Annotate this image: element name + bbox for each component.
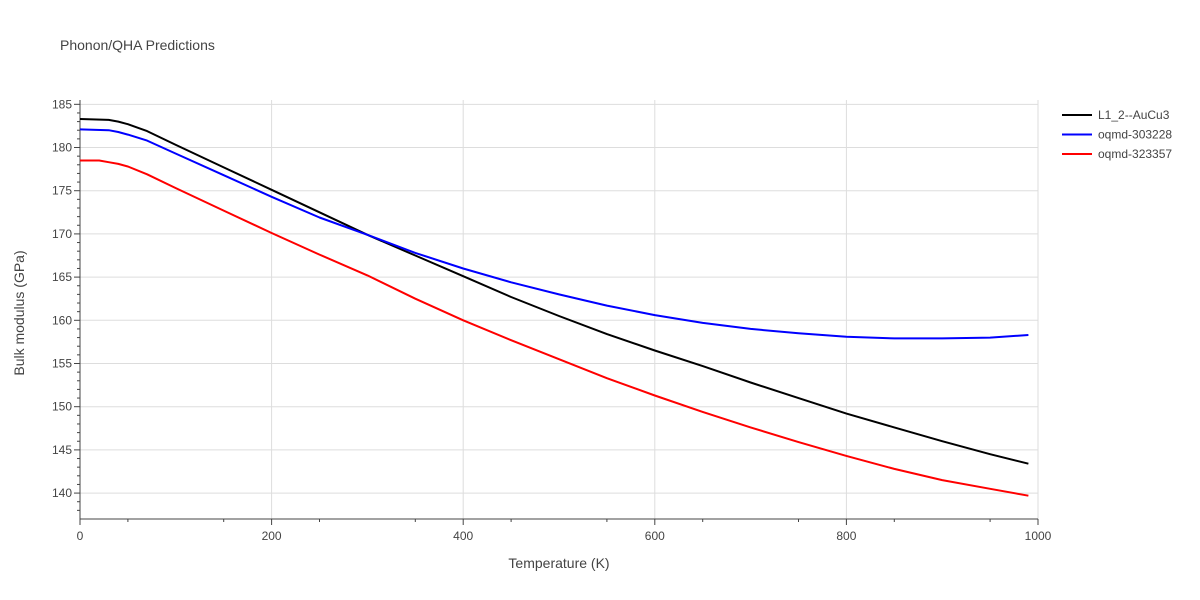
series-line-oqmd-323357 xyxy=(80,159,1029,497)
y-tick-label: 145 xyxy=(52,443,72,457)
y-tick-label: 150 xyxy=(52,400,72,414)
y-tick-label: 165 xyxy=(52,270,72,284)
x-tick-label: 200 xyxy=(262,529,282,543)
x-tick-label: 400 xyxy=(453,529,473,543)
legend-label: oqmd-303228 xyxy=(1098,128,1172,142)
y-tick-label: 185 xyxy=(52,97,72,111)
y-tick-label: 180 xyxy=(52,141,72,155)
y-axis-title: Bulk modulus (GPa) xyxy=(11,250,27,375)
legend-label: oqmd-323357 xyxy=(1098,147,1172,161)
y-tick-label: 140 xyxy=(52,486,72,500)
y-tick-label: 160 xyxy=(52,313,72,327)
series-line-oqmd-303228 xyxy=(79,128,1029,340)
y-tick-label: 155 xyxy=(52,356,72,370)
x-tick-label: 1000 xyxy=(1025,529,1052,543)
chart-title: Phonon/QHA Predictions xyxy=(60,37,215,53)
x-axis-title: Temperature (K) xyxy=(508,555,609,571)
y-tick-label: 170 xyxy=(52,227,72,241)
axes: 0 200 400 600 800 1000 140 145 150 155 160 165 170 17… xyxy=(52,97,1052,543)
series-line-L1_2--AuCu3 xyxy=(79,118,1029,465)
legend-item[interactable]: L1_2--AuCu3 xyxy=(1062,108,1170,122)
legend-item[interactable]: oqmd-303228 xyxy=(1062,128,1172,142)
legend-item[interactable]: oqmd-323357 xyxy=(1062,147,1172,161)
grid xyxy=(80,100,1039,519)
legend-label: L1_2--AuCu3 xyxy=(1098,108,1170,122)
legend[interactable]: L1_2--AuCu3 oqmd-303228 oqmd-323357 xyxy=(1062,108,1172,161)
plot-area xyxy=(79,118,1029,497)
y-tick-label: 175 xyxy=(52,184,72,198)
x-tick-label: 800 xyxy=(836,529,856,543)
x-tick-label: 0 xyxy=(77,529,84,543)
x-tick-label: 600 xyxy=(645,529,665,543)
